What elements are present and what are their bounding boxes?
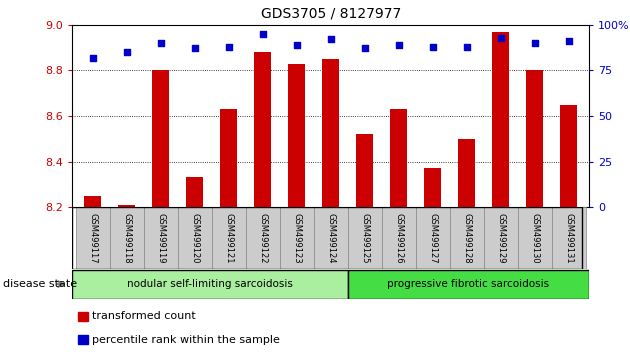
Text: GSM499126: GSM499126 — [394, 213, 403, 263]
Bar — [390, 109, 407, 207]
Bar — [72, 270, 348, 298]
Bar — [526, 70, 543, 207]
Bar — [314, 207, 348, 269]
Text: nodular self-limiting sarcoidosis: nodular self-limiting sarcoidosis — [127, 279, 293, 289]
Text: GSM499117: GSM499117 — [88, 213, 98, 263]
Text: GSM499123: GSM499123 — [292, 213, 301, 263]
Bar — [348, 207, 382, 269]
Bar — [289, 63, 306, 207]
Bar — [220, 109, 238, 207]
Bar — [255, 52, 272, 207]
Text: GSM499125: GSM499125 — [360, 213, 369, 263]
Point — [122, 49, 132, 55]
Point — [258, 31, 268, 37]
Bar — [424, 169, 441, 207]
Bar — [492, 32, 509, 207]
Text: disease state: disease state — [3, 279, 77, 289]
Title: GDS3705 / 8127977: GDS3705 / 8127977 — [261, 7, 401, 21]
Text: GSM499131: GSM499131 — [564, 213, 573, 263]
Text: GSM499121: GSM499121 — [224, 213, 233, 263]
Bar — [560, 104, 577, 207]
Text: GSM499122: GSM499122 — [258, 213, 267, 263]
Text: transformed count: transformed count — [93, 311, 196, 321]
Bar — [484, 207, 518, 269]
Point — [428, 44, 438, 50]
Bar — [178, 207, 212, 269]
Bar — [323, 59, 339, 207]
Bar — [84, 196, 101, 207]
Point — [156, 40, 166, 46]
Bar — [518, 207, 552, 269]
Bar — [458, 139, 475, 207]
Bar — [152, 70, 169, 207]
Point — [564, 38, 574, 44]
Point — [326, 36, 336, 42]
Bar — [246, 207, 280, 269]
Bar — [212, 207, 246, 269]
Point — [88, 55, 98, 61]
Point — [530, 40, 540, 46]
Bar — [76, 207, 110, 269]
Text: GSM499127: GSM499127 — [428, 213, 437, 263]
Point — [190, 46, 200, 51]
Bar — [382, 207, 416, 269]
Bar — [78, 312, 88, 321]
Bar — [78, 335, 88, 344]
Text: progressive fibrotic sarcoidosis: progressive fibrotic sarcoidosis — [387, 279, 549, 289]
Text: GSM499118: GSM499118 — [122, 213, 131, 263]
Text: percentile rank within the sample: percentile rank within the sample — [93, 335, 280, 345]
Point — [462, 44, 472, 50]
Text: GSM499124: GSM499124 — [326, 213, 335, 263]
Point — [394, 42, 404, 48]
Bar — [144, 207, 178, 269]
Point — [224, 44, 234, 50]
Point — [496, 35, 506, 40]
Bar — [416, 207, 450, 269]
Text: GSM499120: GSM499120 — [190, 213, 199, 263]
Bar — [280, 207, 314, 269]
Bar — [118, 205, 135, 207]
Bar — [110, 207, 144, 269]
Bar — [450, 207, 484, 269]
Bar — [356, 134, 373, 207]
Point — [292, 42, 302, 48]
Bar — [348, 270, 589, 298]
Text: GSM499119: GSM499119 — [156, 213, 165, 263]
Text: GSM499128: GSM499128 — [462, 213, 471, 263]
Text: GSM499129: GSM499129 — [496, 213, 505, 263]
Point — [360, 46, 370, 51]
Text: GSM499130: GSM499130 — [530, 213, 539, 263]
Bar — [186, 177, 203, 207]
Bar — [552, 207, 586, 269]
